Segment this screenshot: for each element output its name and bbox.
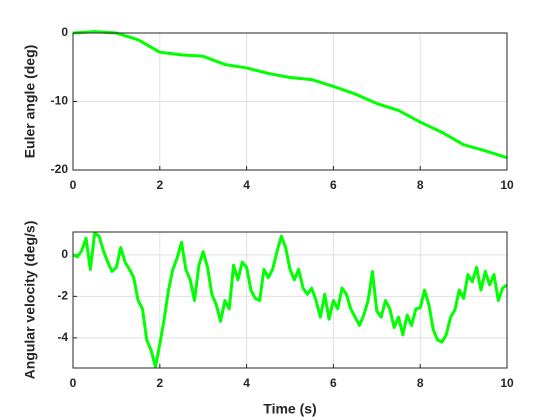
- plot-frame: [72, 32, 508, 171]
- x-tick-label: 2: [156, 376, 163, 390]
- y-tick-label: -20: [51, 162, 69, 176]
- x-tick-label: 0: [70, 376, 77, 390]
- data-line: [72, 231, 508, 369]
- y-tick-label: -2: [57, 289, 68, 303]
- x-tick-label: 4: [243, 376, 250, 390]
- x-tick-label: 10: [500, 178, 514, 192]
- y-axis-title: Angular velocity (deg/s): [22, 221, 38, 380]
- x-tick-label: 6: [330, 376, 337, 390]
- x-axis-title: Time (s): [263, 401, 316, 417]
- x-tick-label: 2: [156, 178, 163, 192]
- y-axis-title: Euler angle (deg): [22, 45, 38, 159]
- x-tick-label: 10: [500, 376, 514, 390]
- data-line: [72, 30, 508, 160]
- x-tick-label: 4: [243, 178, 250, 192]
- y-tick-label: 0: [61, 25, 68, 39]
- y-tick-label: -10: [51, 94, 69, 108]
- x-tick-label: 8: [417, 178, 424, 192]
- x-tick-label: 6: [330, 178, 337, 192]
- plot-frame: [72, 231, 508, 369]
- x-tick-label: 8: [417, 376, 424, 390]
- x-tick-label: 0: [70, 178, 77, 192]
- y-tick-label: 0: [61, 247, 68, 261]
- y-tick-label: -4: [57, 330, 68, 344]
